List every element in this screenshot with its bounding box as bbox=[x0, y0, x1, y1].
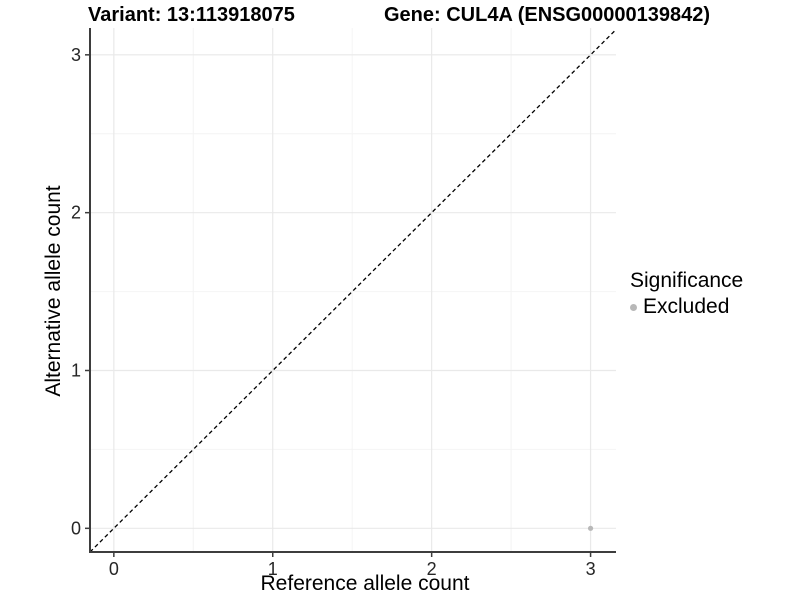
x-tick-label: 2 bbox=[427, 559, 437, 579]
plot-title-gene: Gene: CUL4A (ENSG00000139842) bbox=[384, 4, 711, 26]
y-tick-label: 0 bbox=[71, 518, 81, 538]
y-tick-label: 1 bbox=[71, 360, 81, 380]
x-tick-label: 0 bbox=[109, 559, 119, 579]
legend-title: Significance bbox=[630, 269, 744, 292]
legend-entry-excluded: Excluded bbox=[630, 295, 743, 319]
legend: Significance Excluded bbox=[630, 269, 743, 319]
data-point bbox=[587, 525, 594, 531]
identity-reference-line bbox=[89, 29, 617, 553]
x-axis-title: Reference allele count bbox=[260, 572, 470, 595]
y-tick-label: 2 bbox=[71, 203, 81, 223]
x-tick-label: 1 bbox=[268, 559, 278, 579]
legend-entry-label: Excluded bbox=[643, 295, 730, 318]
x-tick-label: 3 bbox=[586, 559, 596, 579]
legend-point-icon bbox=[630, 303, 637, 311]
y-axis-title: Alternative allele count bbox=[42, 185, 65, 397]
y-tick-label: 3 bbox=[71, 45, 81, 65]
plot-title-variant: Variant: 13:113918075 bbox=[88, 4, 295, 26]
